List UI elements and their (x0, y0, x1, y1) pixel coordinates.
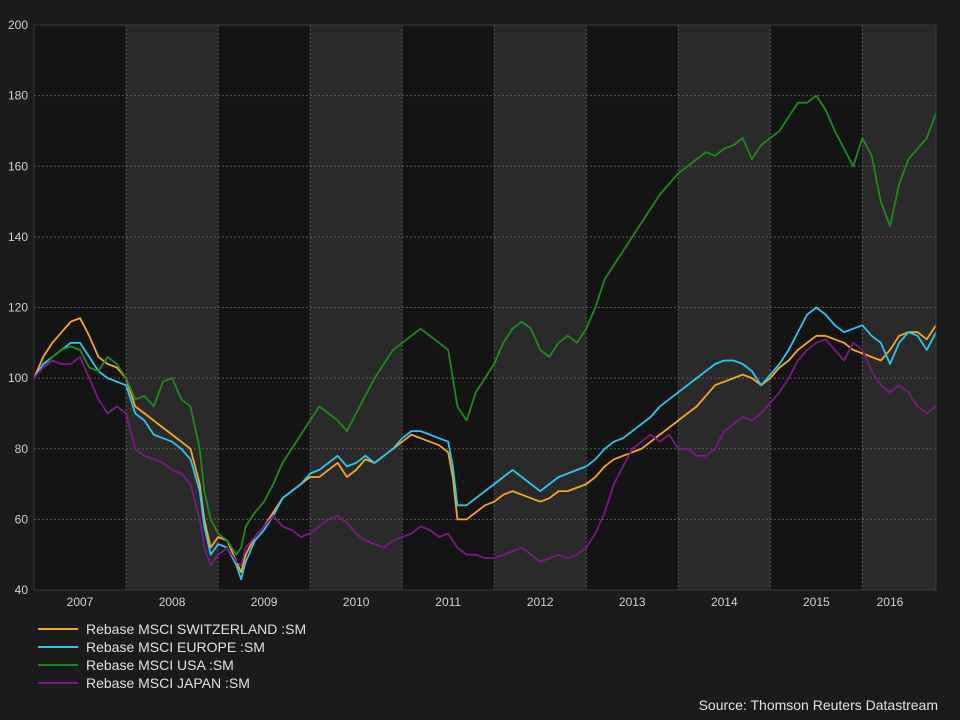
y-tick-label: 100 (8, 371, 28, 385)
series-lines (33, 94, 937, 581)
year-band (494, 25, 587, 590)
series-line (33, 338, 937, 567)
y-tick-label: 180 (8, 89, 28, 103)
x-tick-label: 2011 (435, 595, 461, 609)
legend-swatch (38, 682, 78, 684)
x-tick-label: 2008 (159, 595, 186, 609)
x-tick-label: 2012 (527, 595, 554, 609)
x-tick-label: 2013 (619, 595, 646, 609)
year-band (678, 25, 771, 590)
legend-label: Rebase MSCI SWITZERLAND :SM (86, 621, 307, 637)
x-tick-label: 2010 (343, 595, 370, 609)
plot-frame (33, 24, 937, 591)
x-tick-labels: 2007 2008 2009 2010 2011 2012 2013 2014 2015 2016 (67, 595, 904, 609)
y-tick-labels: 200 180 160 140 120 100 80 60 40 (8, 18, 28, 597)
y-tick-label: 120 (8, 301, 28, 315)
y-tick-label: 40 (15, 583, 29, 597)
axes (33, 24, 937, 591)
legend-item: Rebase MSCI EUROPE :SM (38, 638, 306, 656)
x-tick-label: 2016 (877, 595, 904, 609)
legend-label: Rebase MSCI USA :SM (86, 657, 234, 673)
legend-label: Rebase MSCI JAPAN :SM (86, 675, 250, 691)
legend-swatch (38, 628, 78, 630)
x-tick-label: 2014 (711, 595, 738, 609)
legend-item: Rebase MSCI USA :SM (38, 656, 306, 674)
series-line (33, 94, 937, 556)
y-tick-label: 200 (8, 18, 28, 32)
series-line (33, 317, 937, 574)
x-tick-label: 2007 (67, 595, 94, 609)
legend: Rebase MSCI SWITZERLAND :SM Rebase MSCI … (38, 620, 306, 692)
legend-item: Rebase MSCI SWITZERLAND :SM (38, 620, 306, 638)
y-tick-label: 160 (8, 159, 28, 173)
source-note: Source: Thomson Reuters Datastream (698, 697, 938, 713)
legend-item: Rebase MSCI JAPAN :SM (38, 674, 306, 692)
x-tick-label: 2015 (803, 595, 830, 609)
y-tick-label: 80 (15, 442, 29, 456)
year-band (586, 25, 679, 590)
y-tick-label: 140 (8, 230, 28, 244)
legend-swatch (38, 646, 78, 648)
x-tick-label: 2009 (251, 595, 278, 609)
legend-swatch (38, 664, 78, 666)
legend-label: Rebase MSCI EUROPE :SM (86, 639, 265, 655)
y-tick-label: 60 (15, 512, 29, 526)
series-line (33, 306, 937, 581)
